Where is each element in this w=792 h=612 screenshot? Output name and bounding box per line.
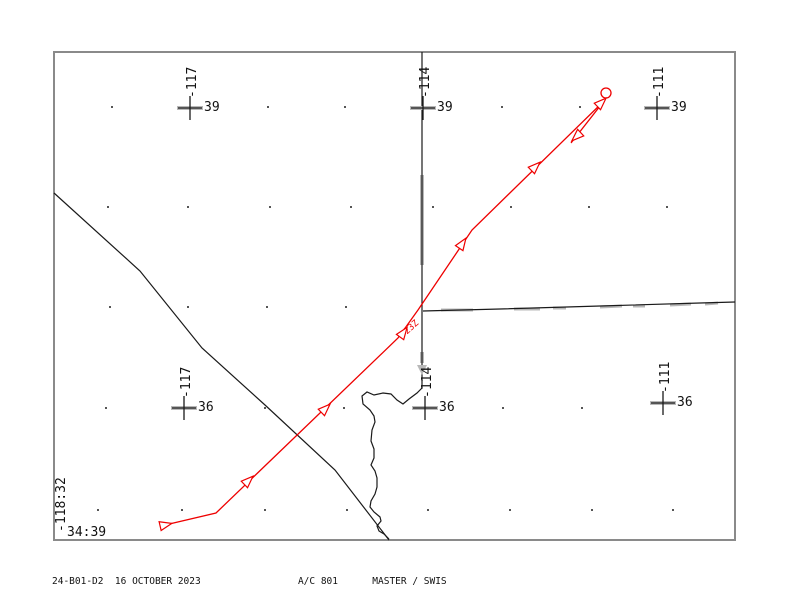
time-tick-arrow-icon — [317, 402, 332, 417]
graticule-dot — [181, 509, 183, 511]
graticule-dot — [344, 106, 346, 108]
flight-track-turn-loop — [600, 87, 612, 99]
graticule-dot — [581, 407, 583, 409]
graticule-dot — [343, 407, 345, 409]
graticule-dot — [269, 206, 271, 208]
graticule-dot — [267, 106, 269, 108]
graticule-dot — [264, 509, 266, 511]
time-tick-arrow-icon — [395, 325, 409, 341]
graticule-dot — [97, 509, 99, 511]
gray-down-arrow-icon — [417, 365, 427, 375]
graticule-dot — [591, 509, 593, 511]
time-tick-arrow-icon — [240, 474, 255, 489]
longitude-label: -117 — [185, 66, 200, 98]
graticule-dot — [666, 206, 668, 208]
longitude-label: -114 — [420, 366, 435, 398]
latitude-label: 39 — [204, 100, 220, 115]
footer-flight-id-line: 24-B01-D2 16 OCTOBER 2023 A/C 801 MASTER… — [52, 575, 447, 587]
graticule-dot — [109, 306, 111, 308]
graticule-dot — [427, 509, 429, 511]
graticule-dot — [579, 106, 581, 108]
graticule-dot — [345, 306, 347, 308]
graticule-dot — [187, 306, 189, 308]
longitude-label: -117 — [179, 366, 194, 398]
time-tick-arrow-icon — [570, 128, 585, 142]
time-tick-arrow-icon — [593, 96, 608, 111]
latitude-label: 36 — [198, 400, 214, 415]
corner-longitude-label: -118:32 — [54, 477, 69, 532]
longitude-label: -111 — [652, 66, 667, 98]
time-tick-arrow-icon — [158, 521, 174, 532]
latitude-label: 36 — [677, 395, 693, 410]
graticule-dot — [187, 206, 189, 208]
latitude-label: 39 — [671, 100, 687, 115]
graticule-dot — [107, 206, 109, 208]
graticule-dot — [672, 509, 674, 511]
river-border — [361, 387, 423, 540]
corner-latitude-label: 34:39 — [67, 525, 107, 540]
graticule-dot — [105, 407, 107, 409]
longitude-label: -111 — [658, 361, 673, 393]
graticule-dot — [346, 509, 348, 511]
border-gray-overlay — [669, 302, 692, 307]
border-gray-overlay — [599, 304, 623, 309]
graticule-dot — [509, 509, 511, 511]
graticule-dot — [588, 206, 590, 208]
graticule-dot — [502, 407, 504, 409]
longitude-label: -114 — [418, 66, 433, 98]
horizontal-state-border — [422, 301, 736, 312]
border-gray-overlay — [704, 301, 719, 306]
graticule-dot — [501, 106, 503, 108]
graticule-dot — [111, 106, 113, 108]
graticule-dot — [350, 206, 352, 208]
graticule-dot — [432, 206, 434, 208]
time-tick-arrow-icon — [454, 236, 467, 252]
graticule-dot — [266, 306, 268, 308]
diagonal-state-border — [53, 192, 390, 541]
graticule-dot — [264, 407, 266, 409]
plot-frame — [53, 51, 736, 541]
latitude-label: 39 — [437, 100, 453, 115]
flight-track-line — [164, 99, 606, 526]
time-tick-arrow-icon — [527, 160, 542, 175]
latitude-label: 36 — [439, 400, 455, 415]
graticule-dot — [510, 206, 512, 208]
plot-footer: 24-B01-D2 16 OCTOBER 2023 A/C 801 MASTER… — [52, 545, 544, 612]
